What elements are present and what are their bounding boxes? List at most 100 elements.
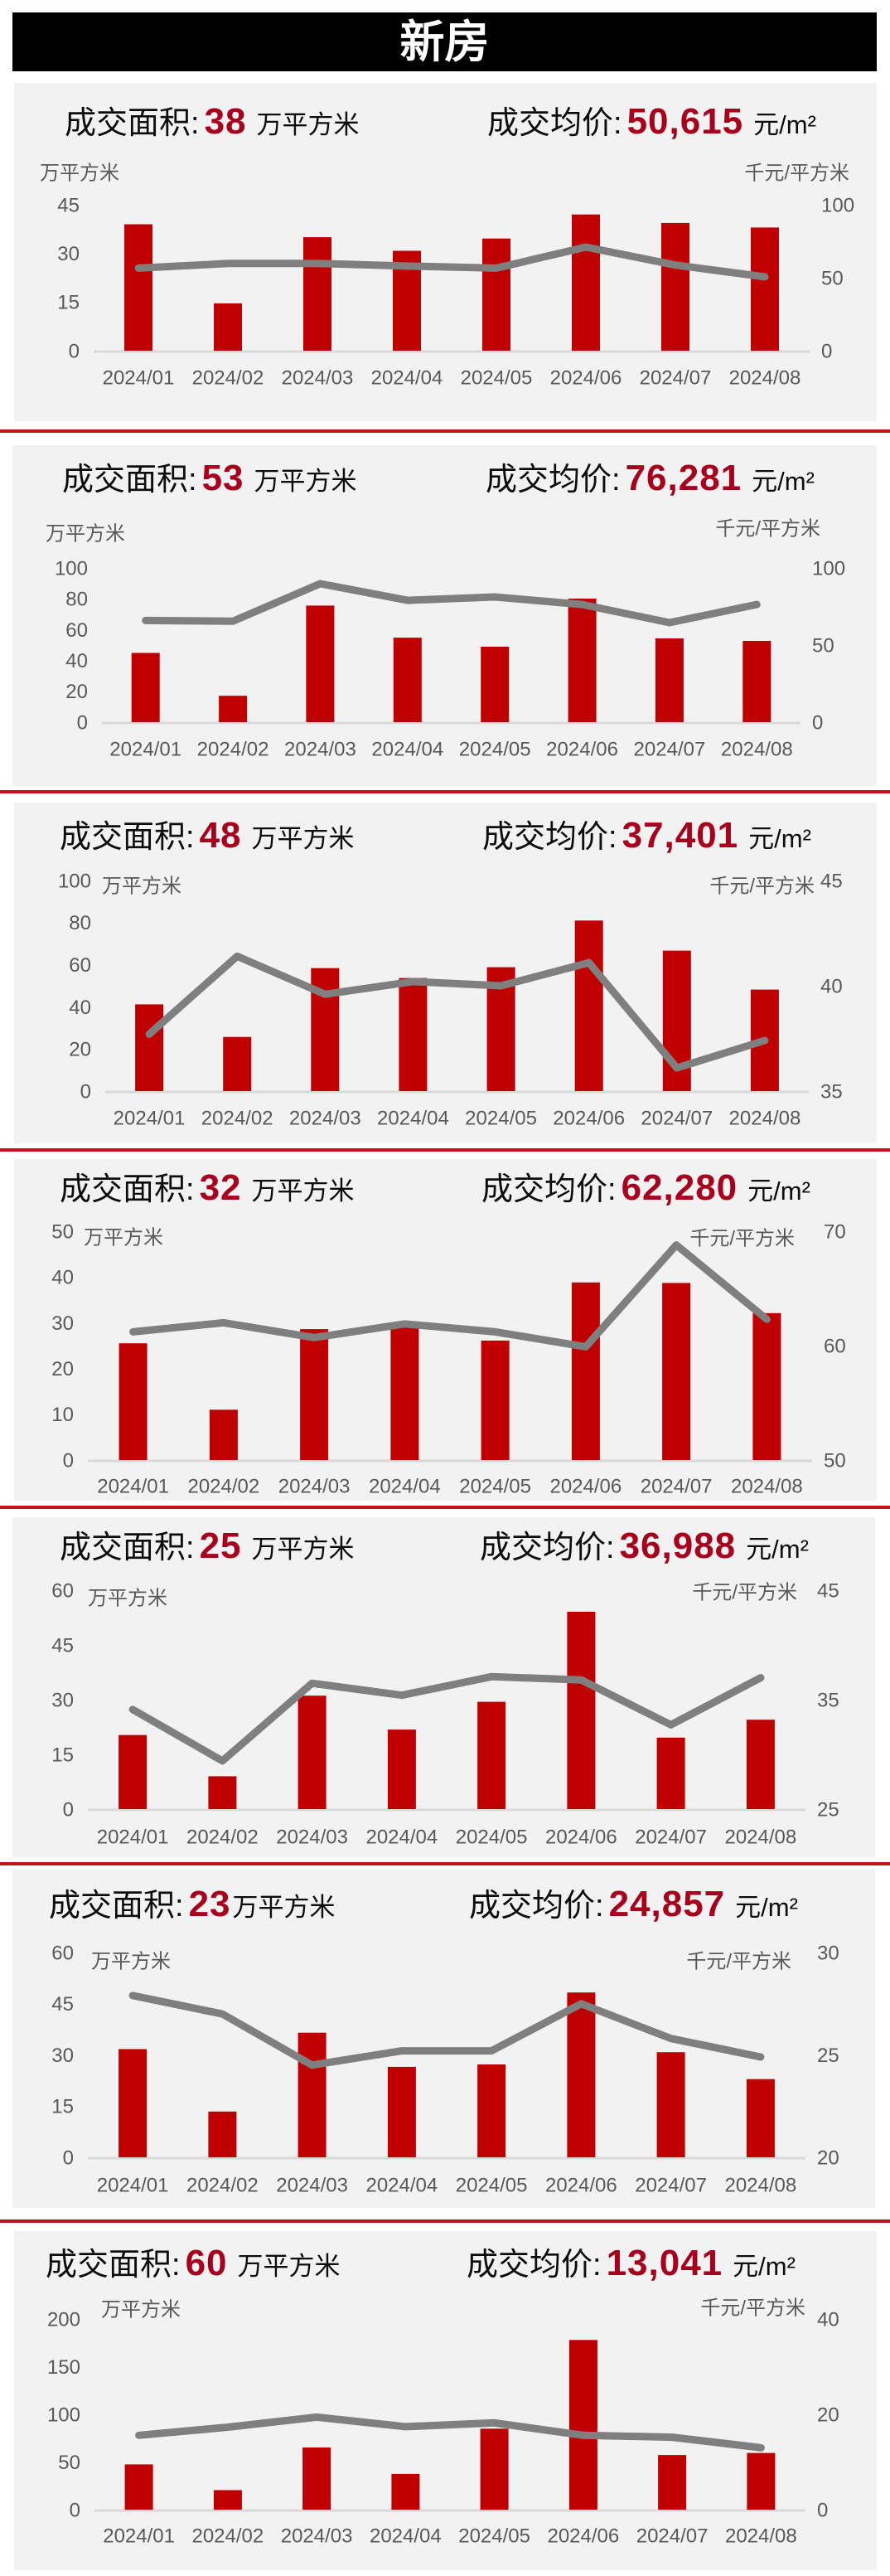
- x-axis-label: 2024/06: [546, 738, 618, 760]
- right-axis-unit: 千元/平方米: [686, 1950, 791, 1972]
- left-axis-tick: 20: [65, 681, 88, 703]
- x-axis-label: 2024/04: [365, 2174, 438, 2196]
- x-axis-label: 2024/07: [636, 2525, 709, 2547]
- right-axis-tick: 25: [817, 2045, 839, 2067]
- price-line: [142, 580, 761, 627]
- price-summary: 成交均价: 24,857 元/m²: [469, 1886, 798, 1923]
- area-unit: 万平方米: [251, 1176, 355, 1206]
- area-unit: 万平方米: [232, 1893, 336, 1922]
- section-divider: [0, 429, 890, 433]
- bar-2024-02: [209, 1409, 238, 1460]
- area-value: 38: [204, 101, 247, 142]
- x-axis-label: 2024/04: [365, 1826, 438, 1848]
- left-axis-tick: 100: [58, 870, 91, 892]
- left-axis-unit: 万平方米: [46, 522, 125, 545]
- bar-2024-07: [655, 638, 684, 722]
- left-axis-unit: 万平方米: [91, 1950, 171, 1972]
- left-axis-tick: 80: [65, 589, 88, 611]
- bar-2024-06: [568, 2340, 597, 2510]
- bar-2024-07: [656, 2052, 685, 2157]
- bar-2024-05: [481, 1340, 510, 1460]
- bar-2024-04: [391, 2473, 420, 2510]
- bar-2024-04: [393, 638, 422, 722]
- price-unit: 元/m²: [746, 1535, 809, 1564]
- x-axis-label: 2024/04: [369, 1475, 441, 1497]
- bar-2024-01: [124, 2464, 153, 2510]
- right-axis-tick: 50: [821, 267, 844, 289]
- right-axis-tick: 0: [821, 340, 832, 362]
- chart-panel-4: 成交面积: 32 万平方米 成交均价: 62,280 元/m² 万平方米 千元/平…: [14, 1159, 877, 1501]
- price-label: 成交均价:: [469, 1889, 604, 1924]
- x-axis-label: 2024/01: [103, 2525, 175, 2547]
- left-axis-unit: 万平方米: [84, 1226, 163, 1249]
- bar-2024-03: [306, 605, 335, 722]
- bar-2024-04: [387, 2066, 416, 2157]
- right-axis-tick: 45: [817, 1579, 839, 1602]
- bar-2024-06: [567, 1992, 596, 2157]
- price-summary: 成交均价: 13,041 元/m²: [467, 2245, 796, 2282]
- section-divider: [0, 1506, 890, 1509]
- price-unit: 元/m²: [753, 110, 816, 139]
- x-axis-label: 2024/08: [724, 1826, 796, 1848]
- area-summary: 成交面积: 25 万平方米: [60, 1528, 355, 1565]
- right-axis-tick: 70: [824, 1220, 846, 1243]
- chart-panel-5: 成交面积: 25 万平方米 成交均价: 36,988 元/m² 万平方米 千元/平…: [12, 1517, 875, 1857]
- bar-2024-05: [482, 238, 510, 351]
- area-label: 成交面积:: [46, 2248, 181, 2283]
- x-axis-label: 2024/08: [721, 738, 793, 760]
- left-axis-tick: 10: [51, 1404, 74, 1426]
- bar-2024-01: [131, 652, 160, 722]
- combo-chart: 万平方米 千元/平方米 0 20 40 60 80 100 35 40 45 2024/01 2024/…: [58, 870, 843, 1129]
- bar-2024-04: [390, 1325, 419, 1460]
- combo-chart: 万平方米 千元/平方米 0 15 30 45 0 50 100 2024/01 2024/02 202…: [40, 162, 854, 389]
- price-unit: 元/m²: [752, 467, 815, 496]
- left-axis-tick: 20: [51, 1358, 74, 1380]
- left-axis-tick: 20: [69, 1039, 91, 1061]
- x-axis-label: 2024/05: [456, 1826, 528, 1848]
- x-axis-label: 2024/05: [459, 738, 531, 760]
- bar-2024-07: [661, 222, 689, 351]
- x-axis-label: 2024/04: [371, 366, 443, 389]
- x-axis-label: 2024/03: [276, 2174, 348, 2196]
- area-value: 48: [199, 815, 242, 856]
- section-divider: [0, 2219, 890, 2223]
- x-axis-label: 2024/02: [186, 2174, 259, 2196]
- area-value: 25: [199, 1526, 242, 1566]
- x-axis-label: 2024/08: [731, 1475, 803, 1497]
- price-summary: 成交均价: 76,281 元/m²: [486, 460, 815, 497]
- x-axis-label: 2024/08: [725, 2525, 797, 2547]
- left-axis-tick: 40: [51, 1267, 74, 1289]
- area-summary: 成交面积: 38 万平方米: [65, 104, 360, 140]
- left-axis-tick: 60: [51, 1579, 74, 1602]
- right-axis-tick: 0: [812, 711, 823, 734]
- bar-2024-02: [214, 303, 242, 351]
- combo-chart: 万平方米 千元/平方米 0 15 30 45 60 25 35 45 2024/01 2024/02 2…: [51, 1579, 839, 1848]
- bar-2024-03: [297, 2032, 326, 2157]
- bar-2024-07: [656, 1737, 685, 1809]
- bar-2024-02: [223, 1036, 252, 1091]
- plot-area: 万平方米 千元/平方米 0 20 40 60 80 100 35 40 45 2024/01 2024/…: [58, 870, 843, 1129]
- right-axis-tick: 20: [817, 2404, 839, 2426]
- x-axis-label: 2024/01: [114, 1107, 186, 1129]
- x-axis-label: 2024/07: [641, 1107, 713, 1129]
- left-axis-tick: 30: [51, 1689, 74, 1711]
- x-axis-label: 2024/06: [550, 366, 622, 389]
- right-axis-tick: 0: [817, 2499, 828, 2521]
- x-axis-label: 2024/01: [97, 1475, 169, 1497]
- price-line: [135, 2413, 765, 2452]
- bar-2024-07: [662, 1283, 691, 1460]
- x-axis-label: 2024/03: [278, 1475, 351, 1497]
- right-axis-unit: 千元/平方米: [709, 875, 815, 897]
- bar-2024-03: [300, 1329, 329, 1460]
- price-summary: 成交均价: 37,401 元/m²: [482, 817, 811, 854]
- right-axis-unit: 千元/平方米: [689, 1227, 795, 1249]
- right-axis-tick: 40: [817, 2308, 839, 2331]
- right-axis-tick: 30: [817, 1942, 839, 1964]
- bar-2024-03: [302, 2447, 331, 2510]
- x-axis-label: 2024/06: [553, 1107, 625, 1129]
- bar-2024-03: [297, 1696, 326, 1809]
- right-axis-tick: 60: [824, 1335, 846, 1357]
- price-line: [134, 243, 769, 281]
- left-axis-tick: 60: [65, 619, 88, 642]
- left-axis-unit: 万平方米: [40, 162, 119, 184]
